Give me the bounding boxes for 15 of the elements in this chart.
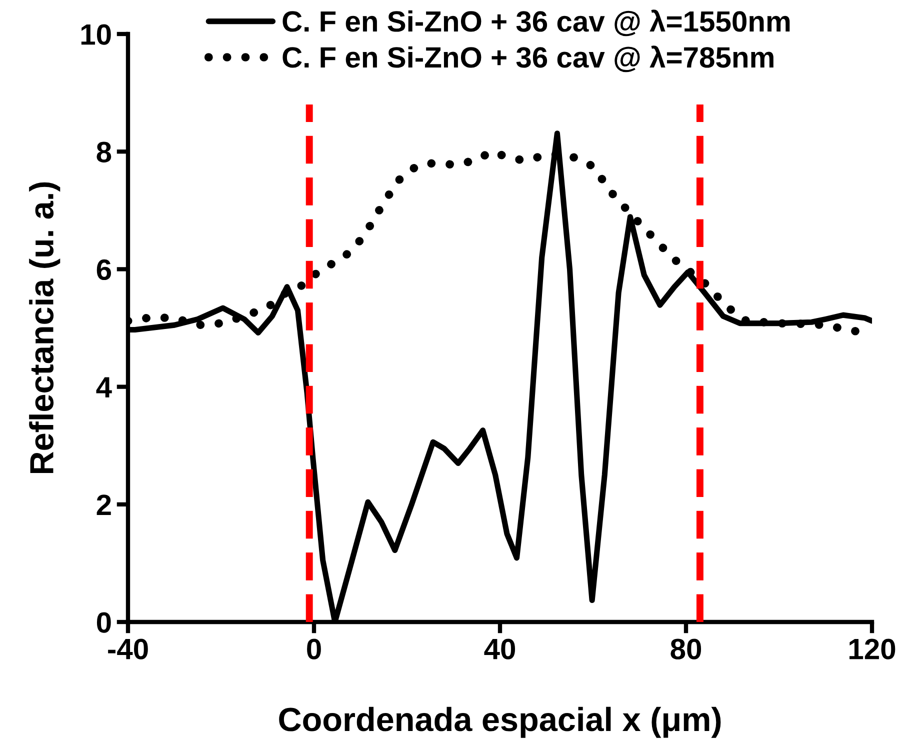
y-tick-label: 2 [96,494,111,515]
y-tick-label: 0 [96,612,111,633]
x-tick-label: 0 [307,638,321,660]
legend-label: C. F en Si-ZnO + 36 cav @ λ=1550nm [282,10,790,36]
legend-label: C. F en Si-ZnO + 36 cav @ λ=785nm [282,46,774,72]
x-tick-label: 40 [484,638,516,660]
x-tick-label: -40 [108,638,148,660]
y-tick-label: 10 [81,24,111,45]
y-tick-label: 4 [96,377,112,398]
x-axis-title: Coordenada espacial x (μm) [279,706,721,738]
y-axis-title: Reflectancia (u. a.) [29,182,60,474]
y-tick-label: 6 [96,259,111,280]
y-tick-label: 8 [96,142,112,162]
x-tick-label: 80 [670,638,702,660]
x-tick-label: 120 [850,638,896,660]
